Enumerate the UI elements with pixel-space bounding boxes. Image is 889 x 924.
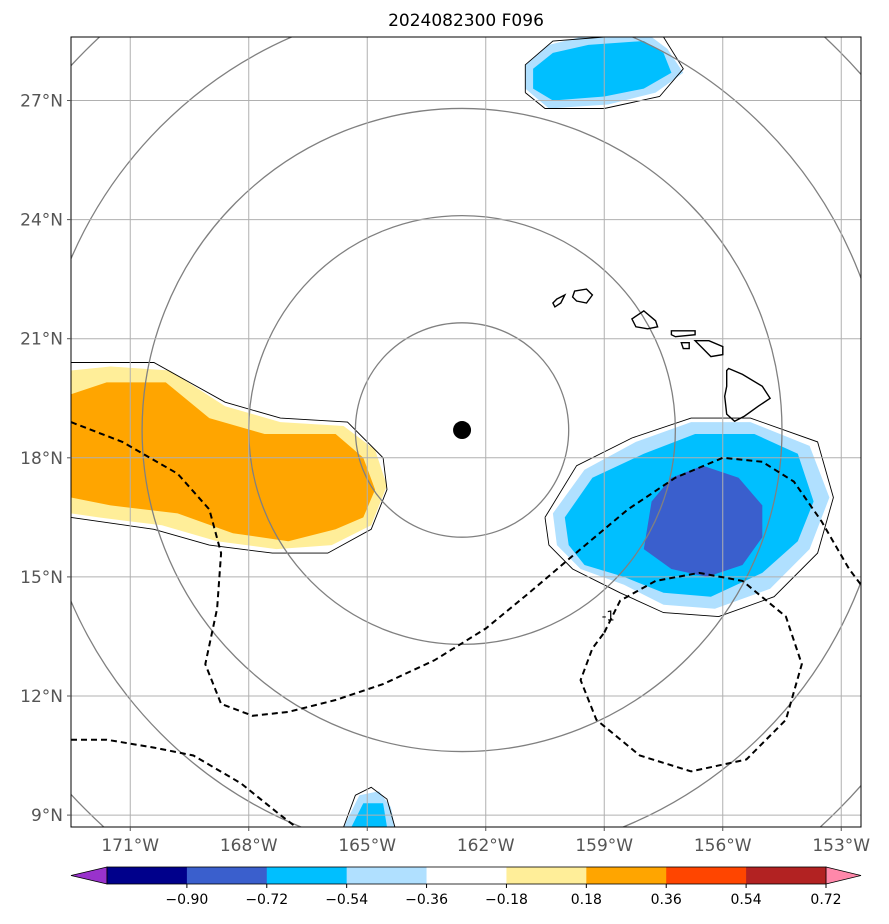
colorbar-tick-label-6: 0.36 xyxy=(651,892,682,908)
colorbar-segment-0 xyxy=(107,867,188,884)
x-tick-label-2: 165°W xyxy=(338,836,396,856)
colorbar-segment-7 xyxy=(666,867,747,884)
island-oahu xyxy=(630,310,659,330)
x-tick-label-3: 162°W xyxy=(457,836,515,856)
contour-dashed-sw xyxy=(71,738,297,827)
dashed-contours: -1 xyxy=(71,421,861,827)
x-tick-label-1: 168°W xyxy=(220,836,278,856)
y-tick-label-4: 21°N xyxy=(20,330,63,350)
colorbar-extend-high xyxy=(825,866,862,885)
x-tick-label-0: 171°W xyxy=(101,836,159,856)
colorbar-segment-3 xyxy=(346,867,428,884)
chart-title: 2024082300 F096 xyxy=(388,11,544,31)
contour-label: -1 xyxy=(602,610,615,625)
colorbar-tick-label-7: 0.54 xyxy=(731,892,762,908)
colorbar-tick-label-0: −0.90 xyxy=(165,892,208,908)
y-tick-label-2: 15°N xyxy=(20,568,63,588)
contour-dashed-main xyxy=(71,421,861,717)
y-axis: 9°N 12°N 15°N 18°N 21°N 24°N 27°N xyxy=(20,92,71,826)
x-tick-label-4: 159°W xyxy=(575,836,633,856)
y-tick-label-5: 24°N xyxy=(20,211,63,231)
colorbar-segment-8 xyxy=(746,867,827,884)
colorbar-tick-label-4: −0.18 xyxy=(485,892,528,908)
colorbar-segment-1 xyxy=(186,867,268,884)
y-tick-label-3: 18°N xyxy=(20,449,63,469)
map-plot-area xyxy=(71,37,834,827)
range-ring-3 xyxy=(141,107,783,753)
y-tick-label-1: 12°N xyxy=(20,687,63,707)
colorbar-extend-low xyxy=(70,866,108,885)
anomaly-fill-se-core xyxy=(643,465,763,577)
gridlines xyxy=(71,37,861,827)
colorbar-segment-6 xyxy=(586,867,667,884)
range-ring-1 xyxy=(354,322,570,538)
hawaii-coastline xyxy=(552,288,772,423)
contour-dashed-loop xyxy=(579,571,803,773)
colorbar-tick-label-8: 0.72 xyxy=(810,892,841,908)
anomaly-fill-north-blue xyxy=(533,41,672,101)
colorbar-segment-4 xyxy=(426,867,507,884)
colorbar: −0.90 −0.72 −0.54 −0.36 −0.18 0.18 0.36 0.54 0.7… xyxy=(70,866,862,908)
island-maui xyxy=(693,340,724,358)
anomaly-fill-west-orange xyxy=(71,382,376,542)
storm-center-marker xyxy=(453,421,472,440)
colorbar-segment-2 xyxy=(266,867,348,884)
colorbar-tick-label-5: 0.18 xyxy=(571,892,602,908)
x-tick-label-6: 153°W xyxy=(812,836,870,856)
y-tick-label-6: 27°N xyxy=(20,92,63,112)
island-lanai xyxy=(680,342,690,350)
colorbar-segment-5 xyxy=(506,867,587,884)
y-tick-label-0: 9°N xyxy=(31,806,63,826)
colorbar-frame xyxy=(106,866,827,885)
anomaly-outline-south xyxy=(343,786,396,827)
x-axis: 171°W 168°W 165°W 162°W 159°W 156°W 153°W xyxy=(101,827,870,856)
island-molokai xyxy=(670,330,696,338)
colorbar-tick-label-2: −0.54 xyxy=(325,892,368,908)
colorbar-tick-label-3: −0.36 xyxy=(405,892,448,908)
island-kauai xyxy=(571,288,594,304)
anomaly-outline-west xyxy=(71,362,388,554)
map-frame xyxy=(70,36,862,828)
island-niihau xyxy=(552,293,567,308)
x-tick-label-5: 156°W xyxy=(694,836,752,856)
colorbar-tick-label-1: −0.72 xyxy=(245,892,288,908)
anomaly-outline-north xyxy=(524,37,684,109)
island-hawaii xyxy=(723,367,772,423)
